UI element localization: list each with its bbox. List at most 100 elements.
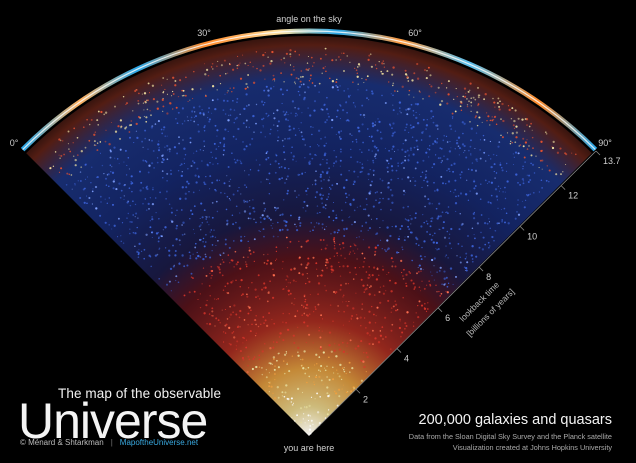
galaxy-point	[185, 76, 187, 79]
galaxy-point	[433, 279, 435, 281]
galaxy-point	[259, 164, 261, 166]
galaxy-point	[321, 330, 323, 332]
galaxy-point	[524, 161, 526, 163]
galaxy-point	[197, 130, 200, 133]
galaxy-point	[327, 179, 330, 182]
galaxy-point	[339, 265, 341, 268]
credit-site-link[interactable]: MapoftheUniverse.net	[119, 438, 199, 447]
galaxy-point	[227, 90, 229, 92]
galaxy-point	[333, 231, 336, 234]
galaxy-point	[526, 148, 529, 150]
galaxy-point	[207, 111, 210, 113]
galaxy-point	[356, 258, 358, 260]
galaxy-point	[147, 99, 149, 102]
galaxy-point	[295, 228, 299, 232]
galaxy-point	[268, 385, 271, 388]
galaxy-point	[93, 144, 96, 146]
galaxy-point	[360, 379, 364, 382]
galaxy-point	[350, 318, 353, 320]
galaxy-point	[340, 173, 343, 176]
galaxy-point	[260, 288, 264, 291]
galaxy-point	[221, 274, 224, 277]
galaxy-point	[248, 247, 251, 249]
galaxy-point	[322, 67, 325, 70]
galaxy-point	[348, 253, 351, 255]
galaxy-point	[440, 147, 443, 150]
galaxy-point	[162, 158, 165, 161]
galaxy-point	[144, 129, 147, 132]
galaxy-point	[465, 256, 468, 258]
galaxy-point	[292, 127, 295, 130]
galaxy-point	[253, 131, 255, 133]
galaxy-point	[274, 378, 276, 381]
galaxy-point	[240, 193, 242, 195]
galaxy-point	[229, 87, 231, 89]
galaxy-point	[119, 119, 123, 122]
galaxy-point	[491, 166, 493, 168]
galaxy-point	[457, 136, 461, 139]
galaxy-point	[447, 93, 450, 96]
galaxy-point	[308, 404, 311, 408]
galaxy-point	[99, 141, 102, 143]
galaxy-point	[223, 341, 225, 343]
galaxy-point	[317, 282, 321, 285]
galaxy-point	[287, 167, 290, 170]
galaxy-point	[527, 181, 530, 183]
galaxy-point	[365, 271, 368, 273]
caption-data-source: Data from the Sloan Digital Sky Survey a…	[408, 432, 612, 441]
galaxy-point	[396, 309, 399, 311]
galaxy-point	[151, 84, 155, 87]
galaxy-point	[401, 161, 404, 164]
galaxy-point	[501, 136, 504, 139]
galaxy-point	[415, 111, 417, 113]
galaxy-point	[262, 228, 265, 231]
galaxy-point	[129, 228, 131, 230]
galaxy-point	[162, 154, 164, 156]
galaxy-point	[325, 142, 327, 144]
galaxy-point	[501, 220, 503, 223]
galaxy-point	[402, 189, 406, 193]
galaxy-point	[239, 113, 241, 116]
galaxy-point	[154, 254, 158, 257]
galaxy-point	[287, 282, 289, 284]
galaxy-point	[407, 80, 410, 82]
galaxy-point	[469, 121, 471, 123]
galaxy-point	[183, 158, 186, 160]
galaxy-point	[260, 181, 262, 183]
galaxy-point	[339, 363, 342, 367]
galaxy-point	[91, 166, 93, 168]
galaxy-point	[344, 201, 347, 204]
galaxy-point	[85, 195, 88, 197]
galaxy-point	[241, 293, 244, 296]
galaxy-point	[398, 326, 401, 330]
galaxy-point	[304, 144, 306, 146]
galaxy-point	[363, 257, 366, 259]
galaxy-point	[381, 72, 384, 75]
galaxy-point	[134, 216, 136, 218]
galaxy-point	[353, 387, 356, 390]
galaxy-point	[360, 359, 363, 362]
galaxy-point	[88, 139, 91, 142]
galaxy-point	[288, 294, 290, 296]
galaxy-point	[226, 318, 229, 320]
galaxy-point	[421, 171, 424, 174]
galaxy-point	[324, 207, 327, 210]
galaxy-point	[514, 151, 518, 154]
galaxy-point	[237, 64, 240, 67]
galaxy-point	[361, 163, 363, 165]
galaxy-point	[175, 279, 177, 282]
galaxy-point	[97, 110, 100, 113]
galaxy-point	[374, 337, 377, 340]
galaxy-point	[500, 208, 502, 211]
galaxy-point	[96, 149, 99, 152]
galaxy-point	[333, 349, 336, 352]
galaxy-point	[442, 226, 445, 230]
galaxy-point	[272, 235, 275, 238]
galaxy-point	[212, 315, 214, 317]
galaxy-point	[178, 142, 180, 145]
galaxy-point	[216, 129, 219, 132]
galaxy-point	[251, 367, 254, 371]
galaxy-point	[66, 172, 69, 175]
galaxy-point	[317, 144, 319, 146]
origin-label: you are here	[284, 443, 335, 453]
